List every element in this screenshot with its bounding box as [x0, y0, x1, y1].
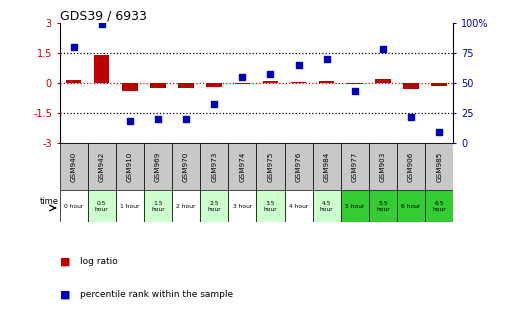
Point: [379, 47, 387, 52]
Point: [238, 74, 247, 79]
Bar: [284, 190, 313, 222]
Point: [351, 89, 359, 94]
Bar: [116, 143, 144, 190]
Text: 6.5
hour: 6.5 hour: [433, 201, 446, 212]
Text: 2.5
hour: 2.5 hour: [207, 201, 221, 212]
Bar: [144, 190, 172, 222]
Bar: [144, 143, 172, 190]
Text: percentile rank within the sample: percentile rank within the sample: [80, 290, 234, 299]
Text: 4.5
hour: 4.5 hour: [320, 201, 334, 212]
Point: [435, 129, 443, 134]
Text: GDS39 / 6933: GDS39 / 6933: [60, 10, 147, 23]
Bar: [88, 190, 116, 222]
Text: 4 hour: 4 hour: [289, 204, 308, 209]
Bar: [431, 83, 447, 86]
Point: [266, 72, 275, 77]
Bar: [172, 143, 200, 190]
Bar: [313, 143, 341, 190]
Bar: [341, 143, 369, 190]
Bar: [172, 190, 200, 222]
Text: time: time: [40, 197, 59, 206]
Bar: [319, 81, 335, 83]
Text: 6 hour: 6 hour: [401, 204, 421, 209]
Point: [69, 44, 78, 49]
Text: GSM973: GSM973: [211, 151, 217, 182]
Bar: [116, 190, 144, 222]
Text: 3 hour: 3 hour: [233, 204, 252, 209]
Bar: [207, 83, 222, 87]
Bar: [375, 79, 391, 83]
Text: ■: ■: [60, 289, 70, 299]
Bar: [94, 55, 109, 83]
Text: GSM984: GSM984: [324, 151, 330, 182]
Text: GSM976: GSM976: [296, 151, 301, 182]
Text: 0 hour: 0 hour: [64, 204, 83, 209]
Text: ■: ■: [60, 257, 70, 267]
Bar: [369, 190, 397, 222]
Bar: [404, 83, 419, 89]
Text: GSM974: GSM974: [239, 151, 246, 182]
Point: [182, 116, 190, 121]
Bar: [256, 143, 284, 190]
Bar: [425, 143, 453, 190]
Text: GSM940: GSM940: [70, 151, 77, 182]
Point: [126, 118, 134, 124]
Bar: [284, 143, 313, 190]
Bar: [313, 190, 341, 222]
Bar: [60, 190, 88, 222]
Bar: [66, 80, 81, 83]
Bar: [397, 190, 425, 222]
Text: GSM969: GSM969: [155, 151, 161, 182]
Text: log ratio: log ratio: [80, 257, 118, 266]
Bar: [397, 143, 425, 190]
Point: [154, 116, 162, 121]
Bar: [60, 143, 88, 190]
Bar: [425, 190, 453, 222]
Bar: [122, 83, 138, 91]
Text: GSM906: GSM906: [408, 151, 414, 182]
Text: GSM977: GSM977: [352, 151, 358, 182]
Bar: [263, 81, 278, 83]
Text: GSM985: GSM985: [436, 151, 442, 182]
Text: 1 hour: 1 hour: [120, 204, 140, 209]
Text: 2 hour: 2 hour: [176, 204, 196, 209]
Point: [407, 115, 415, 120]
Bar: [150, 83, 166, 88]
Text: GSM975: GSM975: [267, 151, 274, 182]
Bar: [178, 83, 194, 88]
Bar: [369, 143, 397, 190]
Text: 5.5
hour: 5.5 hour: [376, 201, 390, 212]
Text: 1.5
hour: 1.5 hour: [151, 201, 165, 212]
Bar: [228, 190, 256, 222]
Bar: [341, 190, 369, 222]
Point: [323, 56, 331, 61]
Bar: [88, 143, 116, 190]
Text: GSM942: GSM942: [99, 151, 105, 182]
Bar: [256, 190, 284, 222]
Text: GSM910: GSM910: [127, 151, 133, 182]
Bar: [347, 83, 363, 84]
Text: GSM970: GSM970: [183, 151, 189, 182]
Bar: [291, 81, 306, 83]
Point: [294, 62, 303, 67]
Bar: [200, 190, 228, 222]
Point: [97, 22, 106, 27]
Text: 0.5
hour: 0.5 hour: [95, 201, 109, 212]
Text: 5 hour: 5 hour: [345, 204, 365, 209]
Point: [210, 102, 219, 107]
Bar: [200, 143, 228, 190]
Text: 3.5
hour: 3.5 hour: [264, 201, 277, 212]
Bar: [228, 143, 256, 190]
Text: GSM903: GSM903: [380, 151, 386, 182]
